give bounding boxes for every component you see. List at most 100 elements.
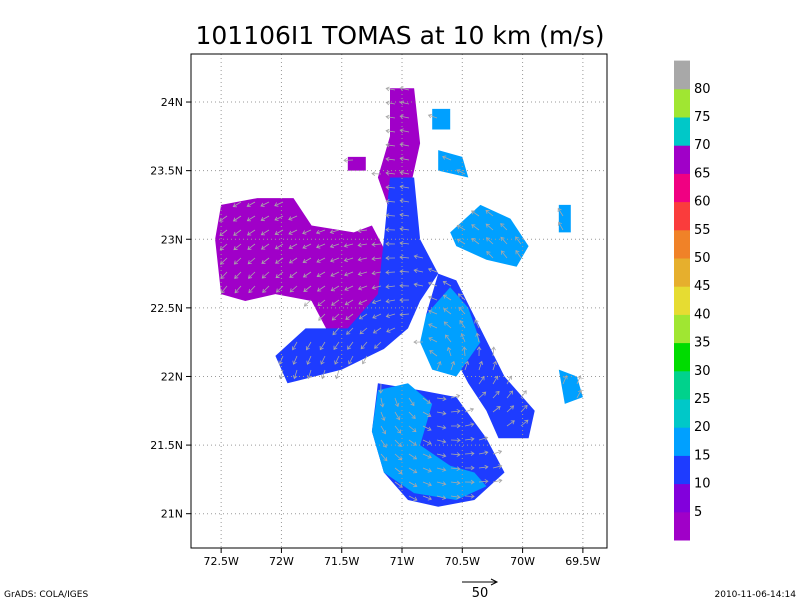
colorbar-segment-12 — [674, 201, 690, 231]
wind-region-7 — [371, 383, 487, 500]
wind-vector-99 — [302, 271, 312, 278]
wind-vector-161 — [360, 341, 368, 350]
wind-vector-7 — [427, 113, 438, 119]
vector-reference: 50 — [462, 578, 499, 600]
wind-vector-177 — [462, 346, 467, 357]
wind-vector-243 — [394, 467, 403, 474]
wind-vector-257 — [478, 479, 489, 484]
wind-vector-59 — [260, 243, 270, 250]
wind-vector-210 — [422, 411, 432, 418]
wind-vector-51 — [456, 224, 466, 231]
wind-vector-171 — [320, 355, 326, 365]
colorbar-segment-5 — [674, 399, 690, 428]
wind-vector-33 — [288, 215, 298, 221]
wind-vector-98 — [289, 271, 298, 278]
wind-vector-191 — [478, 376, 485, 385]
plot-area: 72.5W 72W 71.5W 71W 70.5W 70W 69.5W 21N 21.5N 22… — [150, 53, 608, 568]
wind-vector-178 — [476, 346, 482, 357]
wind-vector-245 — [422, 467, 432, 473]
wind-vector-140 — [358, 313, 368, 320]
y-axis-ticks: 21N 21.5N 22N 22.5N 23N 23.5N 24N — [150, 96, 191, 521]
y-tick-label-6: 23.5N — [150, 165, 183, 178]
colorbar-segment-1 — [674, 511, 690, 541]
wind-vector-17 — [385, 170, 396, 176]
y-tick-label-4: 22.5N — [150, 302, 183, 315]
wind-vector-244 — [408, 467, 418, 474]
wind-speed-regions — [215, 88, 583, 507]
wind-vector-214 — [492, 406, 501, 413]
wind-vector-258 — [492, 478, 503, 484]
wind-vector-30 — [246, 215, 256, 222]
wind-vector-152 — [428, 323, 438, 329]
wind-vector-196 — [379, 397, 385, 408]
footer-timestamp: 2010-11-06-14:14 — [715, 590, 797, 600]
wind-vector-56 — [219, 243, 228, 251]
wind-vector-197 — [394, 397, 400, 408]
wind-vector-262 — [450, 494, 461, 500]
wind-vector-80 — [288, 257, 298, 264]
colorbar-label-3: 10 — [694, 477, 711, 492]
colorbar-segment-3 — [674, 455, 690, 485]
wind-region-9 — [450, 204, 529, 267]
colorbar: 5 10 15 20 25 30 35 40 45 50 55 60 65 70 75 80 — [674, 60, 711, 541]
wind-vector-251 — [394, 481, 403, 488]
wind-vector-121 — [385, 284, 396, 289]
wind-vector-206 — [576, 389, 582, 399]
wind-vector-87 — [385, 255, 396, 261]
wind-vector-156 — [292, 341, 298, 351]
wind-vector-240 — [464, 451, 475, 456]
wind-vector-213 — [464, 407, 475, 413]
wind-vector-219 — [408, 425, 417, 433]
colorbar-label-11: 50 — [694, 251, 711, 266]
wind-vector-20 — [385, 185, 396, 190]
colorbar-segment-7 — [674, 342, 690, 372]
wind-vector-111 — [248, 285, 256, 294]
wind-vector-108 — [427, 267, 438, 273]
y-tick-label-1: 21N — [161, 508, 183, 521]
wind-vector-253 — [422, 481, 432, 487]
colorbar-label-8: 35 — [694, 336, 711, 351]
colorbar-segment-4 — [674, 427, 690, 456]
wind-vector-110 — [234, 285, 242, 294]
wind-vector-154 — [459, 320, 466, 329]
wind-vector-209 — [408, 411, 416, 420]
wind-vector-164 — [428, 337, 438, 343]
wind-vector-260 — [422, 495, 432, 501]
wind-vector-259 — [408, 495, 418, 501]
wind-vector-236 — [408, 453, 418, 460]
wind-vector-235 — [394, 453, 403, 461]
wind-vector-112 — [262, 285, 270, 293]
wind-vector-228 — [408, 439, 417, 446]
wind-vector-246 — [436, 467, 447, 472]
wind-vector-96 — [261, 271, 270, 279]
wind-vector-28 — [219, 215, 228, 222]
wind-vector-211 — [436, 410, 447, 416]
wind-vector-263 — [464, 493, 475, 499]
wind-vector-222 — [450, 423, 461, 429]
wind-vector-89 — [413, 254, 424, 259]
wind-vector-134 — [428, 295, 438, 301]
wind-vector-192 — [492, 375, 499, 385]
wind-vector-169 — [292, 355, 298, 365]
wind-vector-195 — [576, 375, 582, 385]
wind-region-13 — [558, 369, 583, 404]
wind-vector-202 — [478, 391, 487, 399]
wind-vector-147 — [332, 327, 340, 336]
wind-vector-63 — [316, 243, 326, 249]
wind-vector-212 — [450, 408, 461, 414]
colorbar-label-16: 75 — [694, 110, 711, 125]
colorbar-label-15: 70 — [694, 138, 711, 153]
wind-vector-217 — [380, 425, 387, 435]
wind-vector-114 — [289, 285, 298, 293]
wind-vector-6 — [399, 114, 410, 119]
colorbar-label-10: 45 — [694, 279, 711, 294]
wind-vector-148 — [346, 327, 354, 335]
wind-vector-162 — [374, 341, 382, 349]
x-tick-label-7: 69.5W — [565, 555, 600, 568]
wind-vector-81 — [302, 257, 312, 264]
wind-vector-10 — [385, 142, 396, 148]
wind-vector-62 — [302, 243, 312, 249]
colorbar-segment-16 — [674, 88, 690, 118]
chart-title: 101106I1 TOMAS at 10 km (m/s) — [195, 21, 604, 50]
